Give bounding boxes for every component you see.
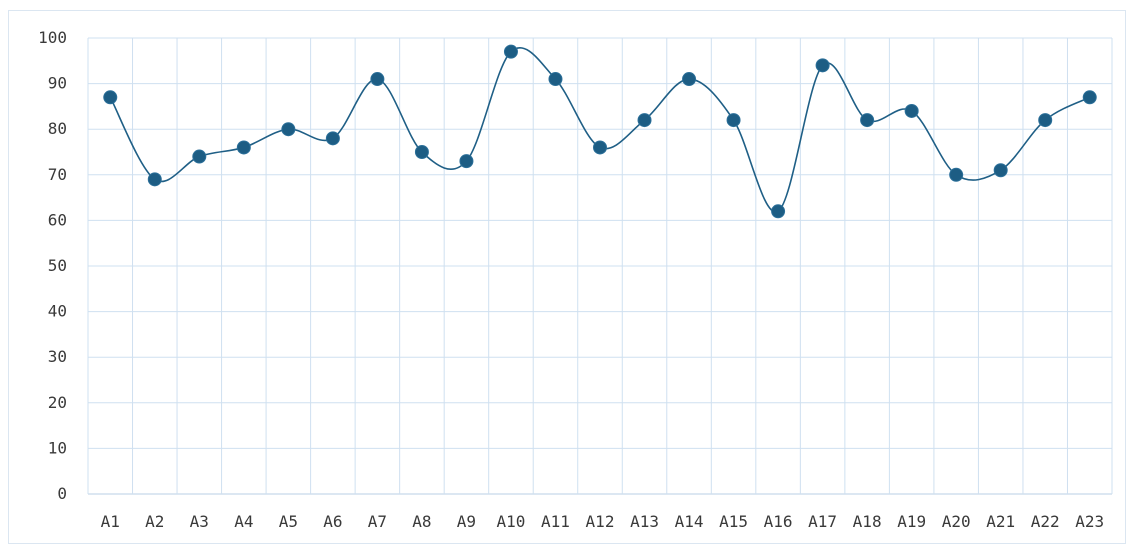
y-tick-label: 80 <box>48 119 67 138</box>
x-tick-label: A19 <box>897 512 926 531</box>
x-tick-label: A9 <box>457 512 476 531</box>
x-tick-label: A21 <box>986 512 1015 531</box>
data-point <box>192 149 207 164</box>
data-point <box>548 72 563 87</box>
data-point <box>103 90 118 105</box>
data-point <box>904 103 919 118</box>
y-tick-label: 90 <box>48 74 67 93</box>
y-tick-label: 60 <box>48 210 67 229</box>
data-point <box>771 204 786 219</box>
y-tick-label: 10 <box>48 438 67 457</box>
data-point <box>1082 90 1097 105</box>
data-point <box>993 163 1008 178</box>
y-tick-label: 0 <box>57 484 67 503</box>
data-point <box>325 131 340 146</box>
y-tick-label: 30 <box>48 347 67 366</box>
x-tick-label: A7 <box>368 512 387 531</box>
data-point <box>236 140 251 155</box>
x-tick-label: A22 <box>1031 512 1060 531</box>
y-tick-label: 70 <box>48 165 67 184</box>
y-tick-label: 20 <box>48 393 67 412</box>
x-tick-label: A23 <box>1075 512 1104 531</box>
data-points <box>103 44 1097 219</box>
x-tick-label: A1 <box>101 512 120 531</box>
data-point <box>682 72 697 87</box>
x-tick-label: A2 <box>145 512 164 531</box>
x-tick-label: A6 <box>323 512 342 531</box>
x-tick-label: A20 <box>942 512 971 531</box>
chart-frame <box>8 10 1126 544</box>
y-axis-tick-labels: 0 10 20 30 40 50 60 70 80 90 100 <box>38 28 67 503</box>
data-point <box>815 58 830 73</box>
y-tick-label: 50 <box>48 256 67 275</box>
x-tick-label: A18 <box>853 512 882 531</box>
data-point <box>459 154 474 169</box>
data-point <box>147 172 162 187</box>
data-point <box>414 145 429 159</box>
x-tick-label: A17 <box>808 512 837 531</box>
data-point <box>370 72 385 87</box>
data-point <box>726 113 741 128</box>
data-point <box>593 140 607 155</box>
data-point <box>637 113 652 128</box>
x-axis-tick-labels: A1 A2 A3 A4 A5 A6 A7 A8 A9 A10 A11 A12 A13 A14 A15 A16 A… <box>101 512 1105 531</box>
x-tick-label: A4 <box>234 512 253 531</box>
x-tick-label: A12 <box>586 512 615 531</box>
y-tick-label: 100 <box>38 28 67 47</box>
data-point <box>949 167 964 182</box>
gridlines <box>87 37 1113 495</box>
x-tick-label: A14 <box>675 512 704 531</box>
x-tick-label: A8 <box>412 512 431 531</box>
data-point <box>503 44 518 59</box>
data-point <box>860 113 875 128</box>
x-tick-label: A5 <box>279 512 298 531</box>
x-tick-label: A16 <box>764 512 793 531</box>
x-tick-label: A13 <box>630 512 659 531</box>
x-tick-label: A11 <box>541 512 570 531</box>
x-tick-label: A3 <box>190 512 209 531</box>
data-point <box>1038 113 1053 128</box>
x-tick-label: A10 <box>497 512 526 531</box>
series-line <box>109 46 1091 213</box>
data-point <box>281 122 296 137</box>
x-tick-label: A15 <box>719 512 748 531</box>
y-tick-label: 40 <box>48 302 67 321</box>
